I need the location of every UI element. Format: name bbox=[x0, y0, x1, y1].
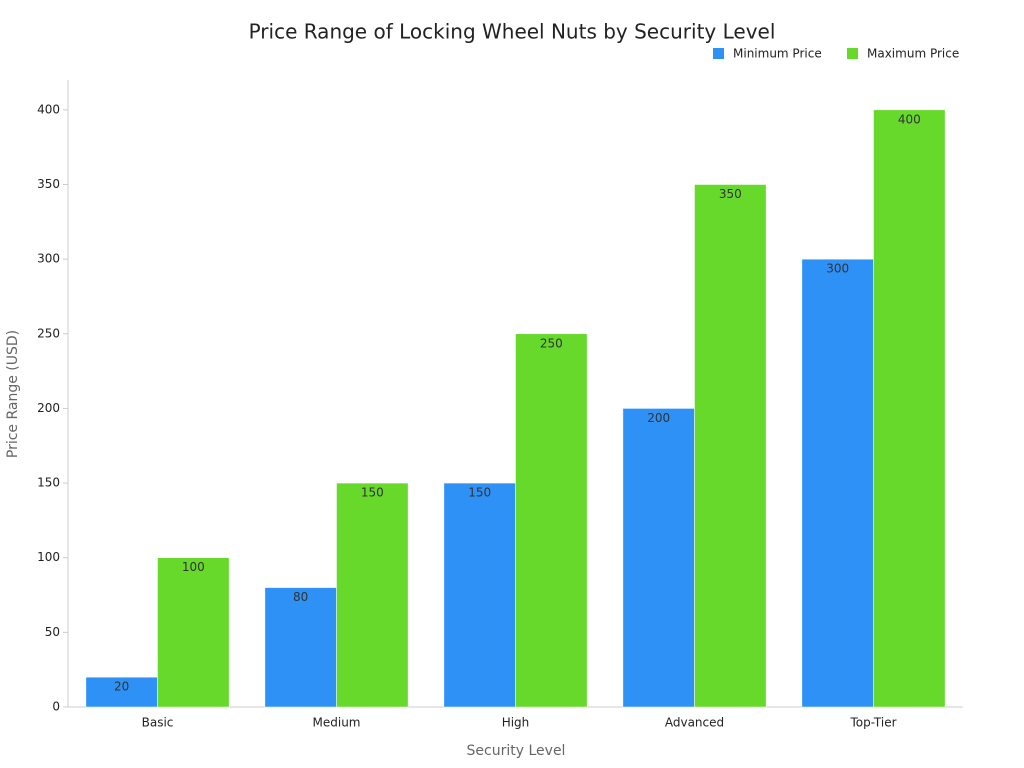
value-label: 400 bbox=[898, 112, 921, 126]
y-tick-label: 350 bbox=[37, 177, 60, 191]
x-tick-label: Top-Tier bbox=[849, 716, 896, 730]
value-label: 300 bbox=[826, 262, 849, 276]
bar bbox=[801, 258, 874, 708]
bar bbox=[85, 676, 158, 708]
value-label: 350 bbox=[719, 187, 742, 201]
x-tick-label: Medium bbox=[313, 716, 361, 730]
bar bbox=[873, 109, 946, 708]
bar bbox=[622, 408, 695, 708]
value-label: 150 bbox=[361, 486, 384, 500]
y-tick-label: 0 bbox=[52, 700, 60, 714]
bar bbox=[694, 184, 767, 708]
y-axis-title: Price Range (USD) bbox=[5, 330, 21, 458]
legend-swatch bbox=[713, 48, 724, 59]
value-label: 100 bbox=[182, 560, 205, 574]
x-tick-label: High bbox=[502, 716, 530, 730]
value-label: 150 bbox=[468, 486, 491, 500]
y-tick-label: 300 bbox=[37, 252, 60, 266]
value-label: 200 bbox=[647, 411, 670, 425]
x-axis-title: Security Level bbox=[467, 743, 566, 759]
bar bbox=[515, 333, 588, 708]
bar bbox=[336, 482, 409, 708]
bar bbox=[264, 587, 337, 708]
y-tick-label: 400 bbox=[37, 102, 60, 116]
value-label: 80 bbox=[293, 590, 308, 604]
legend-label: Minimum Price bbox=[733, 47, 822, 61]
y-tick-label: 200 bbox=[37, 401, 60, 415]
chart-title: Price Range of Locking Wheel Nuts by Sec… bbox=[249, 20, 776, 44]
y-tick-label: 250 bbox=[37, 326, 60, 340]
x-tick-label: Basic bbox=[142, 716, 174, 730]
y-tick-label: 50 bbox=[45, 625, 60, 639]
value-label: 20 bbox=[114, 680, 129, 694]
value-label: 250 bbox=[540, 336, 563, 350]
x-tick-label: Advanced bbox=[665, 716, 724, 730]
y-tick-label: 150 bbox=[37, 476, 60, 490]
y-tick-label: 100 bbox=[37, 550, 60, 564]
bar bbox=[443, 482, 516, 708]
legend-swatch bbox=[847, 48, 858, 59]
bar bbox=[157, 557, 230, 708]
legend-label: Maximum Price bbox=[867, 47, 959, 61]
